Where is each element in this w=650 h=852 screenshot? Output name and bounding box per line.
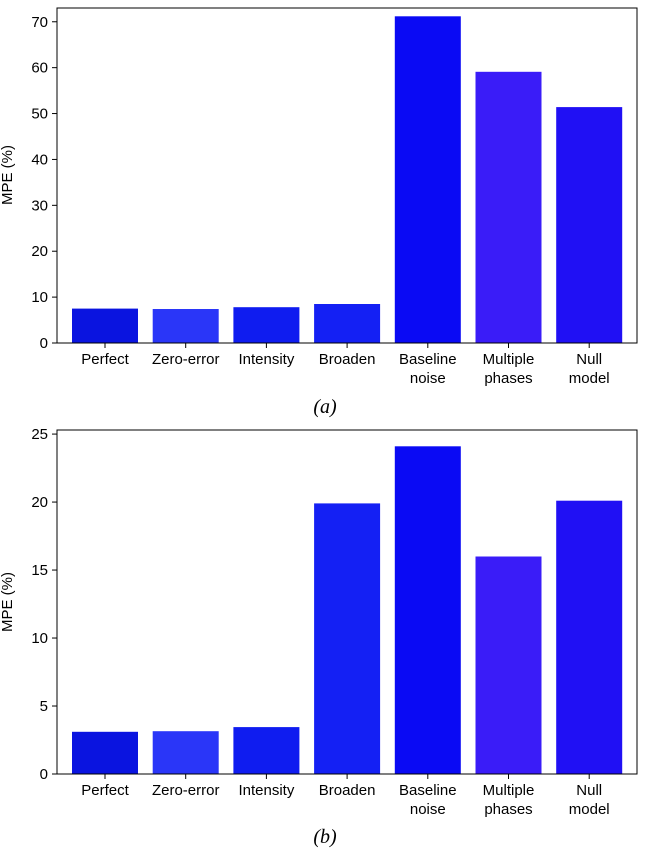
x-tick-label: Perfect [81, 782, 129, 799]
bar-perfect [72, 731, 138, 774]
x-tick-label: Null [576, 782, 602, 799]
y-tick-label: 0 [40, 335, 48, 352]
y-tick-label: 50 [31, 106, 48, 123]
y-axis-label: MPE (%) [0, 572, 16, 632]
y-tick-label: 10 [31, 289, 48, 306]
chart-panel-a: 0 10 20 30 40 50 60 70 Perfect Zero-error Intensit… [0, 7, 638, 418]
y-tick-label: 5 [40, 698, 48, 715]
y-tick-label: 30 [31, 197, 48, 214]
x-tick-label: Perfect [81, 351, 129, 368]
x-tick-label: Broaden [319, 351, 376, 368]
x-tick-label: model [569, 370, 610, 387]
y-tick-label: 15 [31, 562, 48, 579]
y-tick-label: 60 [31, 60, 48, 77]
x-tick-label: model [569, 801, 610, 818]
y-tick-label: 70 [31, 14, 48, 31]
y-tick-label: 40 [31, 151, 48, 168]
bar-multiple-phases [475, 556, 542, 774]
bar-baseline-noise [394, 446, 461, 774]
y-tick-label: 25 [31, 426, 48, 443]
x-tick-label: Zero-error [152, 351, 220, 368]
chart-panel-b: 0 5 10 15 20 25 Perfect Zero-error Intensity Broa… [0, 426, 638, 848]
x-tick-label: phases [484, 801, 532, 818]
bar-zero-error [152, 731, 219, 774]
x-tick-label: Baseline [399, 782, 457, 799]
bar-intensity [233, 727, 300, 774]
x-tick-label: Broaden [319, 782, 376, 799]
x-tick-label: Null [576, 351, 602, 368]
x-tick-label: Multiple [483, 351, 535, 368]
y-tick-label: 20 [31, 243, 48, 260]
bar-baseline-noise [394, 16, 461, 344]
y-tick-label: 0 [40, 766, 48, 783]
bar-intensity [233, 307, 300, 343]
x-tick-label: noise [410, 801, 446, 818]
bar-broaden [314, 503, 381, 774]
plot-frame [56, 7, 638, 344]
y-tick-label: 20 [31, 494, 48, 511]
x-tick-label: noise [410, 370, 446, 387]
panel-caption: (a) [313, 396, 337, 418]
x-tick-label: Zero-error [152, 782, 220, 799]
y-tick-label: 10 [31, 630, 48, 647]
bar-null-model [556, 500, 623, 774]
bar-perfect [72, 308, 138, 343]
bar-multiple-phases [475, 71, 542, 344]
x-tick-label: Intensity [238, 782, 294, 799]
y-axis-label: MPE (%) [0, 145, 16, 205]
x-tick-label: Multiple [483, 782, 535, 799]
x-tick-label: Baseline [399, 351, 457, 368]
x-tick-label: phases [484, 370, 532, 387]
x-tick-label: Intensity [238, 351, 294, 368]
bar-zero-error [152, 309, 219, 343]
panel-caption: (b) [313, 826, 337, 848]
bar-null-model [556, 107, 623, 343]
bar-broaden [314, 304, 381, 343]
